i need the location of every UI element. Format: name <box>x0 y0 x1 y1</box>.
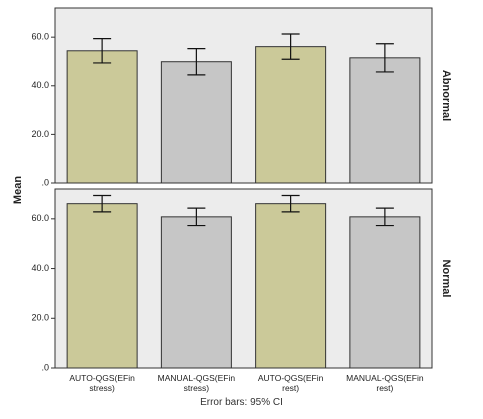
y-tick-label: 20.0 <box>31 129 49 139</box>
y-tick-label: .0 <box>41 362 49 372</box>
y-tick-label: 40.0 <box>31 80 49 90</box>
panel-label: Abnormal <box>440 70 452 121</box>
bar <box>349 57 421 184</box>
bar <box>66 203 138 369</box>
x-tick-label: AUTO-QGS(EFin stress) <box>69 373 135 393</box>
y-tick-label: 40.0 <box>31 263 49 273</box>
bar <box>255 203 327 369</box>
y-tick-label: 60.0 <box>31 32 49 42</box>
bar <box>349 216 421 369</box>
y-axis-label: Mean <box>12 176 24 204</box>
bar <box>66 50 138 184</box>
x-tick-label: MANUAL-QGS(EFin stress) <box>157 373 236 393</box>
bar <box>160 61 232 184</box>
x-tick-label: AUTO-QGS(EFin rest) <box>257 373 324 393</box>
y-tick-label: 60.0 <box>31 213 49 223</box>
y-tick-label: 20.0 <box>31 313 49 323</box>
bar <box>255 46 327 184</box>
note: Error bars: 95% CI <box>200 397 283 408</box>
panel-label: Normal <box>440 260 452 298</box>
y-tick-label: .0 <box>41 177 49 187</box>
x-tick-label: MANUAL-QGS(EFin rest) <box>346 373 424 393</box>
bar <box>160 216 232 369</box>
